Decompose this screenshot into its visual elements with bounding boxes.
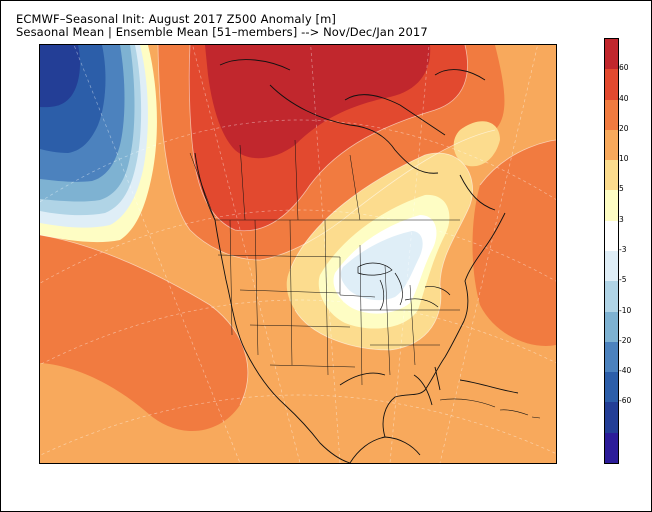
coastlines [194, 59, 519, 463]
colorbar-swatch [605, 341, 618, 373]
colorbar-tick-label: 40 [619, 93, 629, 103]
figure-subtitle: Sesaonal Mean | Ensemble Mean [51–member… [16, 25, 428, 39]
colorbar [604, 38, 619, 464]
colorbar-swatch [605, 432, 618, 464]
caribbean-islands [439, 398, 541, 419]
colorbar-swatch [605, 99, 618, 131]
colorbar-swatch [605, 129, 618, 161]
colorbar-tick-label: 5 [619, 184, 624, 194]
anomaly-contours [40, 45, 556, 406]
colorbar-swatch [605, 160, 618, 191]
colorbar-swatch [605, 372, 618, 403]
colorbar-tick-label: 3 [619, 214, 624, 224]
great-lakes [357, 262, 451, 311]
colorbar-swatch [605, 281, 618, 313]
colorbar-swatch [605, 402, 618, 434]
colorbar-tick-label: -5 [619, 275, 627, 285]
colorbar-tick-label: -60 [619, 396, 632, 406]
canada-ridge-core [205, 45, 431, 159]
colorbar-tick-label: 60 [619, 63, 629, 73]
atlantic-positive-anomaly [472, 140, 556, 346]
colorbar-tick-label: -20 [619, 335, 632, 345]
colorbar-tick-label: 10 [619, 154, 629, 164]
political-borders [189, 139, 460, 386]
colorbar-swatch [605, 190, 618, 222]
nw-atlantic-weak-anomaly [453, 121, 500, 167]
colorbar-swatch [605, 251, 618, 282]
colorbar-swatch [605, 39, 618, 70]
pacific-positive-anomaly [40, 235, 248, 432]
graticule [40, 45, 556, 463]
colorbar-tick-label: 20 [619, 123, 629, 133]
pacific-trough-minus-60 [40, 45, 80, 108]
colorbar-swatch [605, 220, 618, 252]
colorbar-tick-label: -3 [619, 245, 627, 254]
figure-title: ECMWF–Seasonal Init: August 2017 Z500 An… [16, 12, 336, 26]
eastern-us-trough-negative-core [340, 231, 423, 301]
colorbar-tick-label: -10 [619, 305, 632, 315]
colorbar-swatch [605, 311, 618, 343]
anomaly-map [39, 44, 557, 464]
colorbar-tick-label: -40 [619, 366, 632, 376]
colorbar-swatch [605, 69, 618, 101]
